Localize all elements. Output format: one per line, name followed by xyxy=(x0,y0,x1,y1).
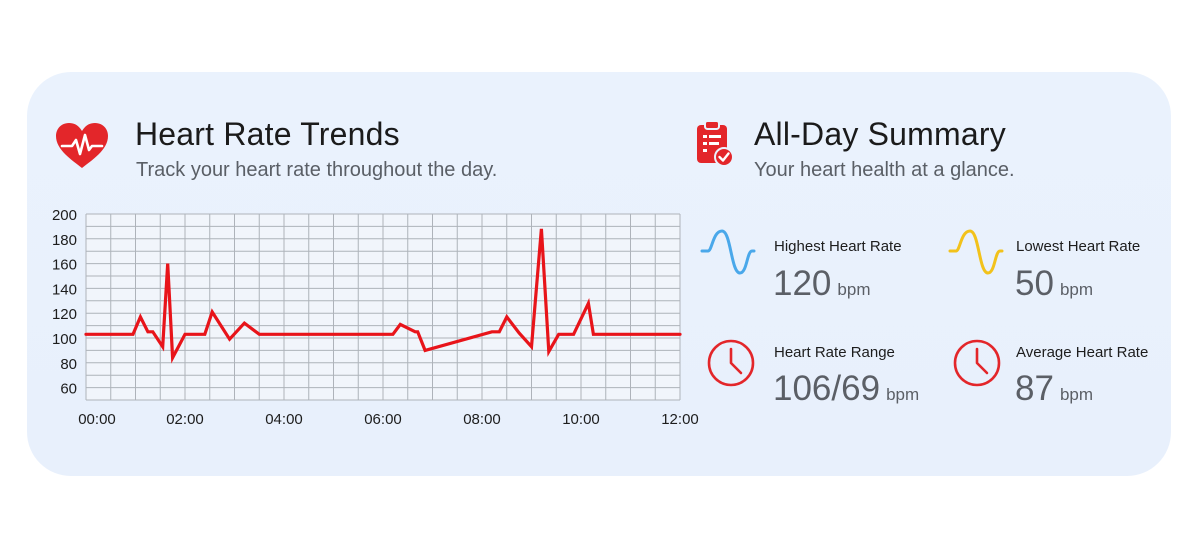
highest-rate-label: Highest Heart Rate xyxy=(774,238,902,255)
clock-icon xyxy=(705,337,761,393)
heart-pulse-icon xyxy=(54,122,110,170)
sine-wave-icon xyxy=(948,225,1004,281)
y-tick-label: 140 xyxy=(52,281,77,298)
heart-rate-line xyxy=(84,228,682,364)
lowest-rate-label: Lowest Heart Rate xyxy=(1016,238,1141,255)
y-tick-label: 60 xyxy=(60,381,77,398)
y-tick-label: 200 xyxy=(52,207,77,224)
x-tick-label: 12:00 xyxy=(661,411,699,428)
summary-subtitle: Your heart health at a glance. xyxy=(754,159,1015,181)
x-tick-label: 02:00 xyxy=(166,411,204,428)
y-tick-label: 80 xyxy=(60,356,77,373)
x-tick-label: 00:00 xyxy=(78,411,116,428)
y-tick-label: 100 xyxy=(52,331,77,348)
average-rate-label: Average Heart Rate xyxy=(1016,344,1149,361)
y-tick-label: 160 xyxy=(52,257,77,274)
x-tick-label: 10:00 xyxy=(562,411,600,428)
rate-range-label: Heart Rate Range xyxy=(774,344,895,361)
y-tick-label: 180 xyxy=(52,232,77,249)
clipboard-check-icon xyxy=(694,118,736,168)
trends-title: Heart Rate Trends xyxy=(135,116,400,152)
x-tick-label: 06:00 xyxy=(364,411,402,428)
x-tick-label: 08:00 xyxy=(463,411,501,428)
sine-wave-icon xyxy=(700,225,756,281)
rate-range-value: 106/69 bpm xyxy=(773,369,920,408)
clock-icon xyxy=(951,337,1007,393)
summary-title: All-Day Summary xyxy=(754,116,1006,152)
average-rate-value: 87 bpm xyxy=(1015,369,1094,408)
trends-subtitle: Track your heart rate throughout the day… xyxy=(136,159,498,181)
x-tick-label: 04:00 xyxy=(265,411,303,428)
lowest-rate-value: 50 bpm xyxy=(1015,264,1094,303)
highest-rate-value: 120 bpm xyxy=(773,264,871,303)
y-tick-label: 120 xyxy=(52,306,77,323)
